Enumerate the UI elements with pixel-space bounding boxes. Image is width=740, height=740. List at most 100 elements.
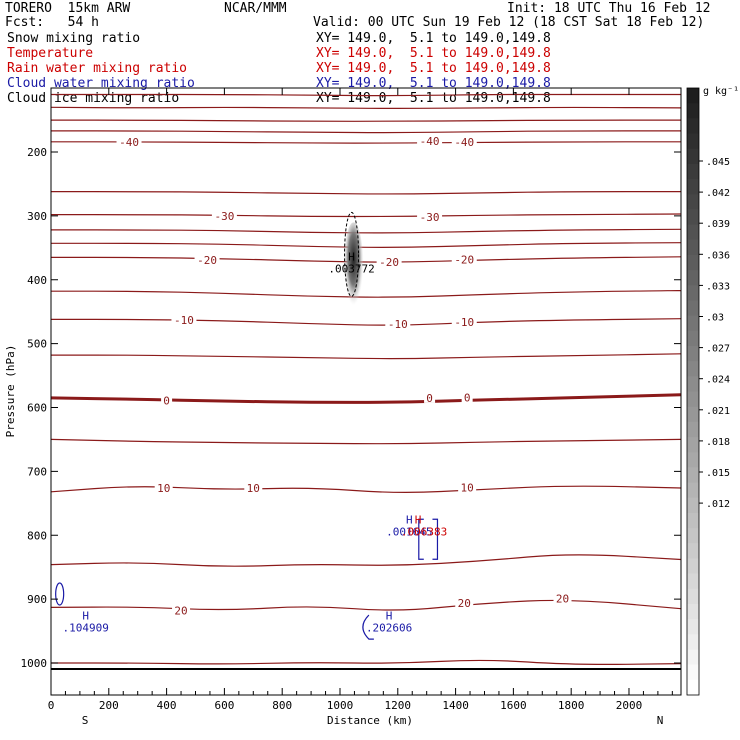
contour-labels: -40 -40 -40 -30 -30 -20 -20 -20 -10 -10 -10 0 0 0 10 10… <box>116 134 572 618</box>
colorbar-swatch-6 <box>687 179 699 195</box>
contour-label-17: 20 <box>174 605 187 618</box>
colorbar-swatch-12 <box>687 270 699 286</box>
temperature-contour-7 <box>51 228 682 234</box>
colorbar-unit: g kg⁻¹ <box>703 86 739 97</box>
max-value-0: .003772 <box>328 262 374 275</box>
contour-label-18: 20 <box>458 597 471 610</box>
colorbar-swatch-1 <box>687 103 699 119</box>
cloud-water-contour-0 <box>55 582 65 606</box>
contour-label-11: 0 <box>163 394 170 407</box>
x-tick-label-9: 1800 <box>558 699 585 712</box>
cloud-water-contour-2 <box>432 518 439 560</box>
max-label-3: H <box>82 609 89 622</box>
colorbar-swatch-38 <box>687 664 699 681</box>
colorbar-swatch-22 <box>687 421 699 438</box>
header-center: NCAR/MMM <box>224 1 287 16</box>
colorbar-swatch-39 <box>687 679 699 696</box>
header-valid: Valid: 00 UTC Sun 19 Feb 12 (18 CST Sat … <box>313 15 705 30</box>
contour-label-12: 0 <box>426 392 433 405</box>
colorbar-swatch-24 <box>687 452 699 468</box>
colorbar-swatch-37 <box>687 649 699 666</box>
x-tick-label-5: 1000 <box>327 699 354 712</box>
header-model: TORERO 15km ARW <box>5 1 131 16</box>
y-tick-label-3: 500 <box>27 338 47 351</box>
x-tick-label-8: 1600 <box>500 699 527 712</box>
contour-label-9: -10 <box>388 318 408 331</box>
temperature-contour-0 <box>50 93 681 97</box>
contour-label-bg-8 <box>171 312 197 325</box>
north-label: N <box>657 714 664 727</box>
temperature-contour-4 <box>51 141 681 144</box>
contour-label-bg-15 <box>244 480 263 493</box>
x-tick-label-3: 600 <box>214 699 234 712</box>
contour-label-bg-10 <box>451 314 477 327</box>
temperature-contour-16 <box>50 554 682 567</box>
x-tick-label-4: 800 <box>272 699 292 712</box>
contour-label-bg-3 <box>211 208 237 221</box>
contour-label-7: -20 <box>454 253 474 266</box>
colorbar-swatch-31 <box>687 558 699 575</box>
contour-label-3: -30 <box>214 210 234 223</box>
contour-label-1: -40 <box>420 135 440 148</box>
colorbar-swatch-33 <box>687 588 699 605</box>
colorbar-swatch-27 <box>687 497 699 514</box>
colorbar-swatch-23 <box>687 437 699 453</box>
contour-label-bg-11 <box>161 393 173 406</box>
temperature-contour-15 <box>50 485 682 493</box>
colorbar-frame <box>686 87 700 696</box>
y-tick-label-5: 700 <box>27 465 47 478</box>
field-xy-cloud-water: XY= 149.0, 5.1 to 149.0,149.8 <box>316 76 551 91</box>
contour-label-bg-4 <box>417 210 443 223</box>
colorbar-swatch-29 <box>687 528 699 544</box>
colorbar-tick-label-1: .042 <box>706 188 730 199</box>
colorbar-swatch-0 <box>687 88 699 104</box>
colorbar-swatch-13 <box>687 285 699 301</box>
contour-label-bg-14 <box>154 480 173 493</box>
colorbar-tick-label-6: .027 <box>706 344 730 355</box>
colorbar: .045 .042 .039 .036 .033 .03 .027 .024 .021 .018.… <box>686 87 730 696</box>
colorbar-tick-label-11: .012 <box>706 499 730 510</box>
max-label-0: H <box>348 250 355 263</box>
temperature-contour-2 <box>51 119 681 122</box>
max-label-1: H <box>406 514 413 527</box>
contour-label-bg-13 <box>461 390 473 403</box>
max-value-3: .104909 <box>62 621 108 634</box>
colorbar-swatch-30 <box>687 543 699 559</box>
colorbar-swatch-10 <box>687 239 699 256</box>
contour-label-bg-7 <box>451 252 477 265</box>
colorbar-tick-label-9: .018 <box>706 437 730 448</box>
header-fcst: Fcst: 54 h <box>5 15 99 30</box>
colorbar-swatch-35 <box>687 619 699 635</box>
y-tick-label-6: 800 <box>27 529 47 542</box>
max-value-4: .202606 <box>366 621 412 634</box>
y-tick-label-1: 300 <box>27 210 47 223</box>
y-tick-label-7: 900 <box>27 593 47 606</box>
max-value-1: .001645 <box>386 526 432 539</box>
contour-label-19: 20 <box>556 592 569 605</box>
colorbar-swatch-8 <box>687 209 699 226</box>
colorbar-swatch-36 <box>687 634 699 650</box>
contour-label-bg-5 <box>194 252 220 265</box>
y-axis-title: Pressure (hPa) <box>4 345 17 438</box>
x-tick-label-6: 1200 <box>385 699 412 712</box>
y-tick-label-8: 1000 <box>21 657 48 670</box>
colorbar-tick-label-7: .024 <box>706 375 730 386</box>
colorbar-swatch-4 <box>687 148 699 165</box>
x-tick-label-1: 200 <box>99 699 119 712</box>
colorbar-tick-label-10: .015 <box>706 468 730 479</box>
contour-label-bg-16 <box>458 480 477 493</box>
x-axis: 0 200 400 600 800 1000 1200 1400 1600 1800 2000 <box>48 88 673 712</box>
colorbar-swatch-32 <box>687 573 699 590</box>
cloud-water-contour-3 <box>362 614 374 640</box>
contour-label-bg-6 <box>376 254 402 267</box>
plot-frame <box>50 87 682 696</box>
max-value-2: .006383 <box>401 526 447 539</box>
colorbar-swatch-17 <box>687 345 699 362</box>
colorbar-swatch-28 <box>687 512 699 529</box>
x-tick-label-0: 0 <box>48 699 55 712</box>
colorbar-swatch-19 <box>687 376 699 392</box>
x-axis-title: Distance (km) <box>327 714 413 727</box>
colorbar-tick-label-0: .045 <box>706 157 730 168</box>
contour-label-14: 10 <box>157 482 170 495</box>
